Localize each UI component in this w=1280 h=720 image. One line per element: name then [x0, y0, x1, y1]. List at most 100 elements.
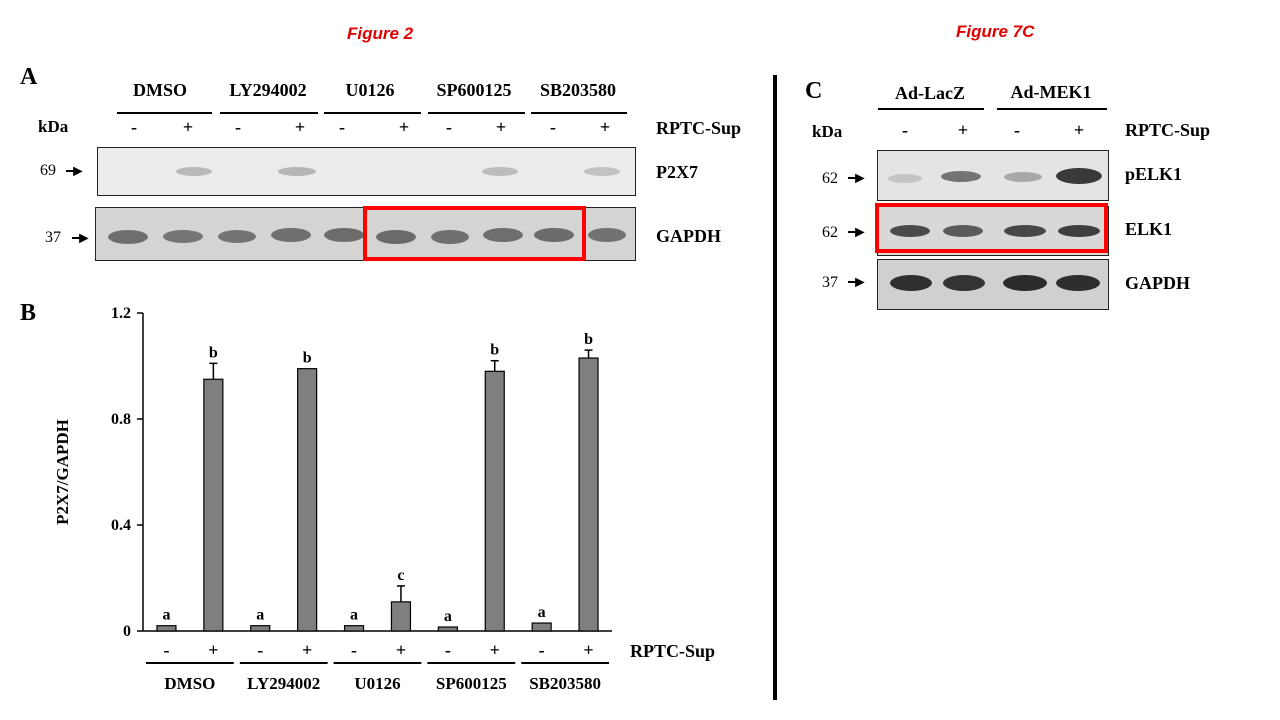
highlight-box	[875, 203, 1108, 253]
significance-letter: c	[397, 567, 404, 584]
arrow-shaft	[66, 170, 74, 172]
lane-label-sp600125: SP600125	[436, 80, 512, 100]
sign-plus: +	[1073, 120, 1085, 140]
bar	[343, 625, 365, 632]
treatment-label: RPTC-Sup	[1125, 120, 1211, 140]
group-underline	[324, 112, 421, 114]
significance-letter: b	[209, 344, 218, 361]
group-underline	[997, 108, 1107, 110]
arrow-shaft	[72, 237, 80, 239]
arrow-icon: ►	[852, 224, 868, 241]
sign-minus: -	[339, 117, 345, 137]
panel-a-letter: A	[20, 64, 38, 90]
lane-label-dmso: DMSO	[133, 80, 187, 100]
group-label: U0126	[354, 674, 400, 693]
sign-plus: +	[957, 120, 969, 140]
blot-label-pelk1: pELK1	[1125, 164, 1183, 184]
bar	[531, 622, 552, 632]
significance-letter: a	[350, 607, 358, 624]
arrow-shaft	[848, 177, 856, 179]
y-tick-label: 1.2	[111, 305, 131, 322]
group-label: DMSO	[164, 674, 215, 693]
group-label: SP600125	[436, 674, 507, 693]
lane-label-ad-mek1: Ad-MEK1	[1010, 82, 1092, 102]
blot-label-gapdh: GAPDH	[656, 226, 721, 246]
group-label: LY294002	[247, 674, 320, 693]
p2x7-blot	[97, 147, 636, 196]
y-tick-label: 0.4	[111, 517, 131, 534]
significance-letter: a	[538, 604, 546, 621]
sign-plus: +	[583, 640, 593, 660]
bar	[390, 601, 412, 632]
sign-plus: +	[495, 117, 507, 137]
significance-letter: a	[256, 607, 264, 624]
lane-label-sb203580: SB203580	[539, 80, 617, 100]
figure2-title: Figure 2	[347, 24, 414, 43]
kda-label: kDa	[812, 122, 843, 141]
gapdh-7c-blot	[877, 259, 1109, 310]
group-underline	[878, 108, 984, 110]
sign-plus: +	[490, 640, 500, 660]
sign-minus: -	[550, 117, 556, 137]
sign-minus: -	[539, 640, 545, 660]
blot-label-p2x7: P2X7	[656, 162, 698, 182]
bar	[203, 378, 224, 632]
group-underline	[220, 112, 318, 114]
sign-minus: -	[257, 640, 263, 660]
arrow-icon: ►	[76, 230, 92, 247]
significance-letter: a	[162, 607, 170, 624]
arrow-shaft	[848, 231, 856, 233]
sign-minus: -	[235, 117, 241, 137]
mw-marker-37: 37	[822, 274, 838, 291]
sign-plus: +	[294, 117, 306, 137]
bar	[250, 625, 271, 632]
y-axis-label: P2X7/GAPDH	[53, 419, 72, 525]
sign-minus: -	[902, 120, 908, 140]
significance-letter: a	[444, 608, 452, 625]
mw-marker-62: 62	[822, 170, 838, 187]
mw-marker-69: 69	[40, 162, 56, 179]
bar	[156, 625, 177, 632]
bar	[437, 626, 458, 632]
kda-label: kDa	[38, 117, 69, 136]
mw-marker-62: 62	[822, 224, 838, 241]
sign-plus: +	[302, 640, 312, 660]
group-underline	[428, 112, 525, 114]
bar	[297, 368, 318, 632]
bar-chart: 0 0.4 0.8 1.2 P2X7/GAPDH a - b + a - b + a - c + a - b + a - b +…	[53, 305, 715, 693]
panel-b-letter: B	[20, 300, 37, 326]
sign-minus: -	[445, 640, 451, 660]
significance-letter: b	[584, 331, 593, 348]
y-tick-label: 0.8	[111, 411, 131, 428]
y-tick-label: 0	[123, 623, 131, 640]
significance-letter: b	[303, 350, 312, 367]
sign-plus: +	[398, 117, 410, 137]
sign-minus: -	[163, 640, 169, 660]
sign-plus: +	[396, 640, 406, 660]
panel-c-letter: C	[805, 78, 823, 104]
arrow-icon: ►	[70, 163, 86, 180]
pelk1-blot	[877, 150, 1109, 201]
treatment-label: RPTC-Sup	[656, 118, 742, 138]
arrow-shaft	[848, 281, 856, 283]
arrow-icon: ►	[852, 274, 868, 291]
blot-label-elk1: ELK1	[1125, 219, 1173, 239]
group-underline	[117, 112, 212, 114]
sign-plus: +	[208, 640, 218, 660]
significance-letter: b	[490, 342, 499, 359]
group-underline	[531, 112, 627, 114]
treatment-label: RPTC-Sup	[630, 641, 715, 661]
lane-label-u0126: U0126	[345, 80, 395, 100]
mw-marker-37: 37	[45, 229, 61, 246]
sign-plus: +	[182, 117, 194, 137]
sign-plus: +	[599, 117, 611, 137]
arrow-icon: ►	[852, 170, 868, 187]
figure7c-title: Figure 7C	[956, 22, 1035, 41]
highlight-box	[363, 206, 586, 261]
bar	[484, 370, 505, 632]
bar	[578, 357, 599, 632]
sign-minus: -	[351, 640, 357, 660]
sign-minus: -	[131, 117, 137, 137]
lane-label-ad-lacz: Ad-LacZ	[894, 83, 965, 103]
sign-minus: -	[1014, 120, 1020, 140]
